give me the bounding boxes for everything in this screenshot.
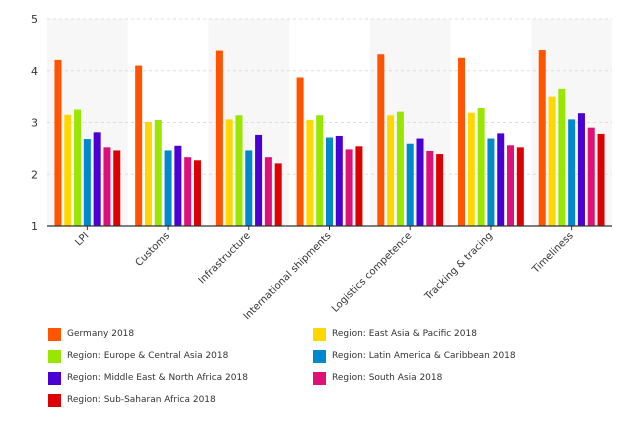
legend-swatch — [313, 327, 326, 341]
bar — [184, 157, 192, 226]
bar — [467, 112, 475, 226]
bar — [568, 119, 576, 226]
bar — [103, 147, 111, 226]
legend-label: Region: Middle East & North Africa 2018 — [67, 373, 248, 383]
bar — [255, 134, 263, 226]
bar — [83, 139, 91, 226]
bar — [274, 163, 282, 226]
bar — [416, 138, 424, 226]
bar — [507, 145, 515, 226]
legend-item[interactable]: Region: East Asia & Pacific 2018 — [313, 327, 573, 341]
bar — [377, 54, 385, 226]
legend-label: Germany 2018 — [67, 329, 135, 339]
legend-item[interactable]: Region: Europe & Central Asia 2018 — [48, 349, 313, 363]
bar — [264, 157, 272, 226]
legend-label: Region: Latin America & Caribbean 2018 — [332, 351, 516, 361]
bar — [597, 133, 605, 226]
bar — [345, 149, 353, 226]
legend-item[interactable]: Region: South Asia 2018 — [313, 371, 573, 385]
legend-swatch — [48, 371, 61, 385]
x-tick-label: Infrastructure — [197, 230, 253, 286]
x-tick-label: Logistics competence — [330, 230, 414, 314]
bar — [436, 154, 444, 226]
bar — [497, 133, 505, 226]
bar — [225, 119, 233, 226]
legend-item[interactable]: Region: Sub-Saharan Africa 2018 — [48, 393, 313, 407]
bar — [426, 150, 434, 226]
bar — [538, 50, 546, 226]
legend-label: Region: Europe & Central Asia 2018 — [67, 351, 229, 361]
bar — [74, 109, 82, 226]
bar — [64, 114, 72, 226]
y-tick-label: 1 — [31, 220, 38, 233]
bar — [548, 96, 556, 226]
bar — [516, 147, 524, 226]
bar — [326, 137, 333, 226]
y-tick-label: 5 — [31, 13, 38, 26]
x-tick-label: Tracking & tracing — [422, 230, 495, 303]
legend-label: Region: East Asia & Pacific 2018 — [332, 329, 477, 339]
bar — [174, 145, 182, 226]
legend-swatch — [48, 393, 61, 407]
legend-item[interactable]: Region: Middle East & North Africa 2018 — [48, 371, 313, 385]
legend-label: Region: Sub-Saharan Africa 2018 — [67, 395, 216, 405]
y-tick-label: 3 — [31, 117, 38, 130]
legend-swatch — [48, 327, 61, 341]
legend-item[interactable]: Germany 2018 — [48, 327, 313, 341]
y-tick-label: 4 — [31, 65, 38, 78]
bar — [558, 88, 566, 226]
bar — [135, 65, 143, 226]
x-tick-label: LPI — [73, 230, 91, 248]
x-tick-label: Customs — [134, 230, 173, 269]
bar — [93, 132, 101, 226]
bar-chart: 1 2 3 4 5 LPI Customs InfrastructureInternation… — [31, 13, 612, 320]
legend-swatch — [313, 349, 326, 363]
bar — [335, 135, 343, 226]
bar — [164, 150, 172, 226]
x-tick-label: Timeliness — [530, 230, 576, 276]
bar — [193, 160, 201, 226]
bar — [306, 119, 314, 226]
legend-label: Region: South Asia 2018 — [332, 373, 443, 383]
bar — [215, 50, 223, 226]
legend-swatch — [48, 349, 61, 363]
bar — [387, 115, 395, 226]
legend: Germany 2018 Region: East Asia & Pacific … — [48, 327, 608, 407]
bar — [245, 150, 253, 226]
legend-item[interactable]: Region: Latin America & Caribbean 2018 — [313, 349, 573, 363]
bar — [587, 127, 595, 226]
bar — [235, 115, 243, 226]
y-tick-label: 2 — [31, 168, 38, 181]
bar — [355, 146, 363, 226]
legend-swatch — [313, 371, 326, 385]
bar — [113, 150, 121, 226]
bar — [144, 121, 152, 226]
bar — [458, 57, 466, 226]
bar — [487, 138, 495, 226]
bar — [577, 113, 585, 226]
bar — [296, 77, 304, 226]
bar — [154, 119, 162, 226]
bar — [396, 111, 404, 226]
x-tick-label: International shipments — [242, 230, 334, 320]
bar — [406, 143, 414, 226]
bar — [54, 59, 62, 226]
bar — [477, 108, 485, 226]
bar — [316, 115, 324, 226]
